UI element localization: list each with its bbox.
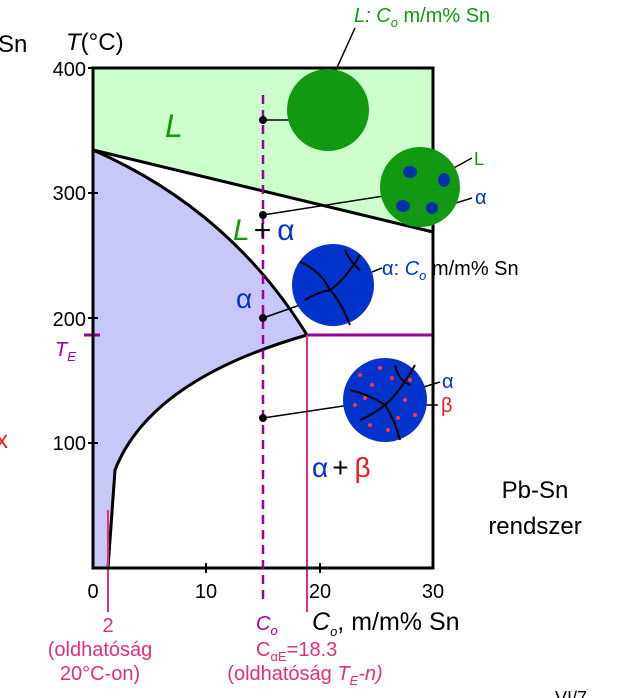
region-label: α [236,283,252,314]
micro-circle [292,244,374,326]
co-label: Co [256,613,278,638]
y-axis-title: T(°C) [66,29,124,56]
text-part: m/m% Sn [432,258,519,280]
text-part: o [330,624,337,639]
particle [396,416,400,420]
text-part: , m/m% Sn [337,608,459,636]
te-note: (oldhatóság TE-n) [227,663,382,688]
text-part: L [233,214,250,247]
x-tick-label: 20 [309,581,331,603]
region-label: L+α [233,214,295,247]
region-label: α+β [312,452,371,483]
y-tick-label: 400 [53,59,86,81]
callout: α [442,371,454,393]
text-part: =18.3 [287,639,338,661]
liquid-alpha-micro [380,147,460,227]
grain [396,200,410,212]
particle [358,373,362,377]
text-part: α: [382,258,399,280]
text-part: (°C) [81,29,124,56]
phase-diagram: Sn x T(°C) 400 300 200 100 TE 0 10 20 30… [0,0,618,698]
point [259,116,267,124]
text-part: C [405,258,420,280]
particle [368,423,372,427]
x-axis-title: Co, m/m% Sn [312,608,460,639]
text-part: C [312,608,331,636]
liquid-micro [287,69,369,151]
text-part: L: [354,5,371,27]
text-part: + [254,214,272,247]
text-part: C [376,5,391,27]
callout: L [474,149,484,169]
region-label: L [165,108,183,144]
callout: β [441,395,453,417]
te-label: TE [55,339,76,364]
text-part: o [270,623,277,638]
text-part: + [332,452,348,483]
ce-label: CαE=18.3 [256,639,337,664]
solubility-note: (oldhatóság [48,639,153,661]
text-part: α [277,214,294,247]
text-part: o [419,268,426,283]
micro-circle [343,358,427,442]
micro-circle [380,147,460,227]
cut-label: Sn [0,31,27,58]
page-number: VI/7 [555,688,587,698]
y-tick-label: 300 [53,183,86,205]
text-part: α [312,452,328,483]
grain [403,166,417,178]
x-tick-label: 10 [195,581,217,603]
cut-label: x [0,427,8,454]
particle [363,396,367,400]
particle [403,398,407,402]
alpha-micro [292,244,374,326]
particle [353,403,357,407]
x-tick-label: 30 [422,581,444,603]
grain [426,202,438,214]
point [259,414,267,422]
text-part: E [278,649,287,664]
text-part: C [256,613,271,635]
liquid-comp: L: Co m/m% Sn [354,5,490,32]
text-part: C [256,639,270,661]
y-tick-label: 100 [53,433,86,455]
point [259,314,267,322]
particle [413,413,417,417]
text-part: E [67,349,76,364]
text-part: E [350,673,359,688]
text-part: -n) [358,663,382,685]
particle [370,383,374,387]
text-part: (oldhatóság [227,663,332,685]
grain [438,173,450,187]
system-label: rendszer [488,513,581,540]
particle [386,428,390,432]
alpha-beta-micro [343,358,427,442]
text-part: o [391,15,398,30]
x-tick-label: 0 [87,581,98,603]
callout: α [475,187,487,209]
particle [390,376,394,380]
system-label: Pb-Sn [502,477,569,504]
solubility-value: 2 [102,615,113,637]
text-part: m/m% Sn [404,5,491,27]
text-part: β [355,452,371,483]
solubility-note: 20°C-on) [60,663,140,685]
leader [335,28,355,72]
y-tick-label: 200 [53,309,86,331]
particle [408,378,412,382]
particle [378,366,382,370]
